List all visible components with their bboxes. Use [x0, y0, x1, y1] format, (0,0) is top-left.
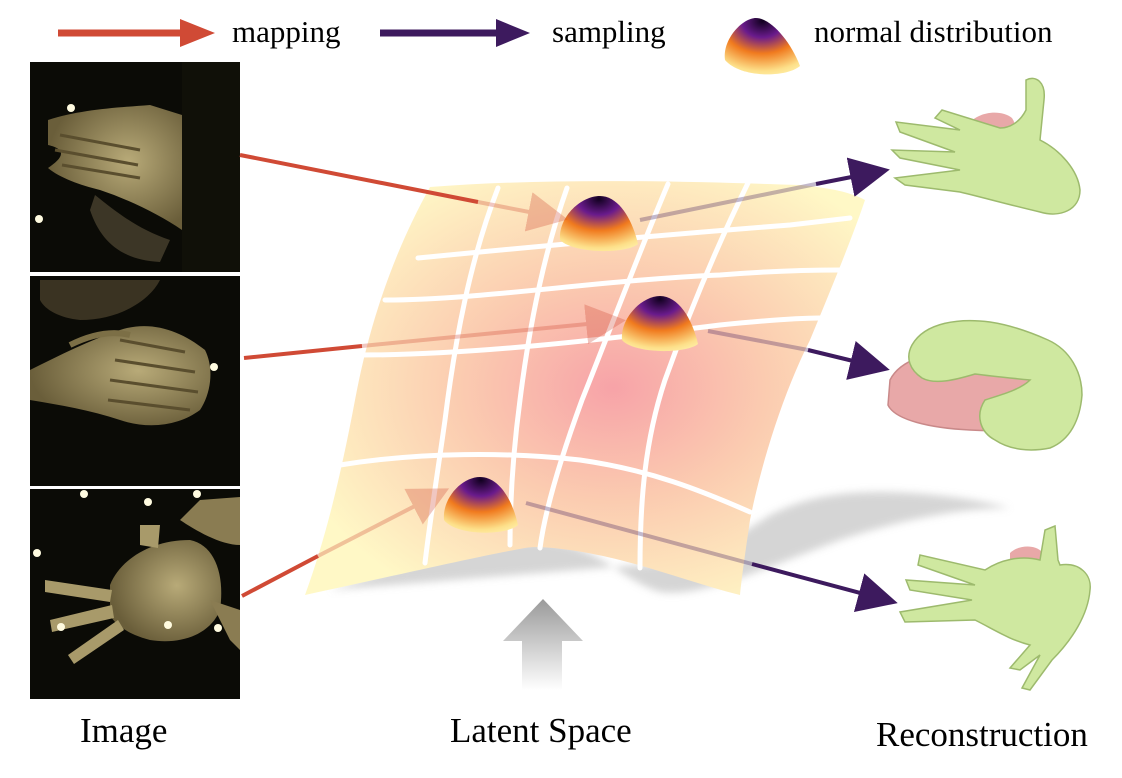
sampling-legend-label: sampling: [552, 14, 666, 49]
image-panel-hand-spread: [30, 489, 240, 699]
latent-up-arrow: [503, 599, 583, 690]
latent-space-caption: Latent Space: [450, 711, 632, 750]
sampling-legend-arrow: [380, 19, 530, 47]
reconstruction-hands-clasped: [887, 319, 1083, 451]
image-panel-hands-clasped: [30, 276, 240, 486]
mapping-legend-arrow: [58, 19, 215, 47]
reconstruction-caption: Reconstruction: [876, 715, 1088, 754]
legend: [58, 18, 800, 75]
distribution-blob-3: [443, 477, 518, 533]
normal-distribution-legend-label: normal distribution: [814, 14, 1053, 49]
mapping-arrows: [239, 153, 626, 598]
image-caption: Image: [80, 711, 168, 750]
sampling-arrows: [525, 157, 898, 613]
normal-distribution-legend-icon: [724, 18, 800, 75]
image-panel-hands-overlapping: [30, 62, 240, 272]
mapping-legend-label: mapping: [232, 14, 341, 49]
distribution-blob-2: [621, 296, 698, 352]
reconstruction-hand-spread: [898, 524, 1091, 691]
latent-surface-shadow: [330, 492, 1010, 593]
distribution-blob-1: [559, 196, 638, 252]
reconstruction-hands-overlapping: [890, 77, 1081, 215]
